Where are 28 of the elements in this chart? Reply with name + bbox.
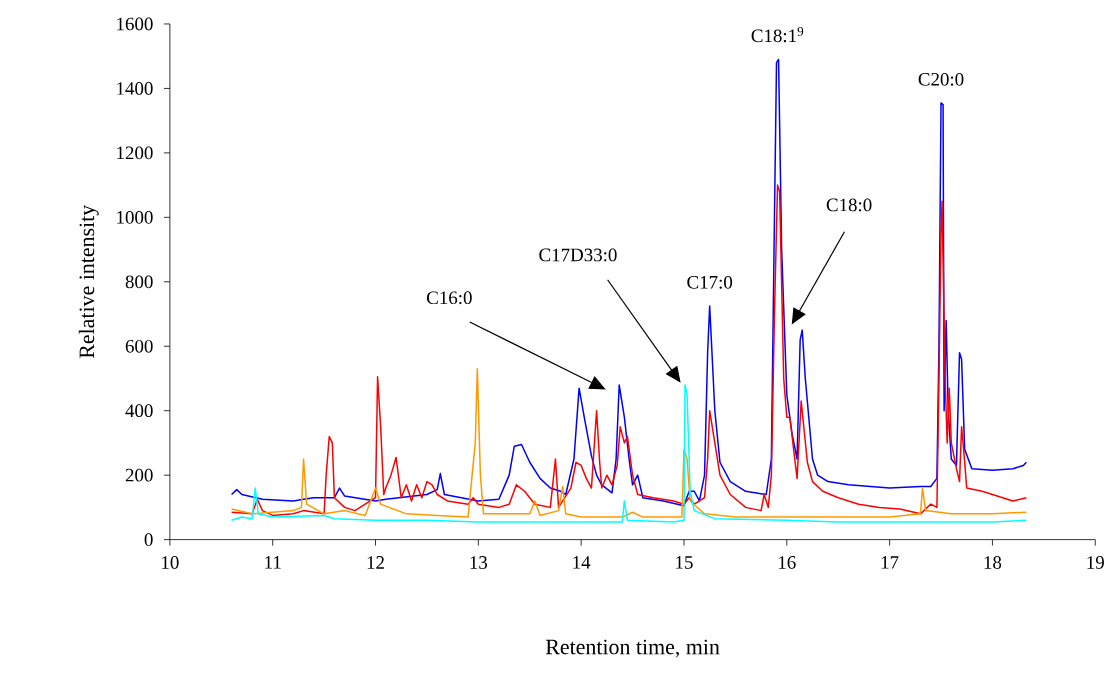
annotation: C16:0 (427, 291, 472, 305)
y-tick-label: 200 (125, 469, 153, 482)
annotation: C17:0 (687, 276, 733, 290)
x-tick-label: 17 (881, 556, 899, 569)
annotation: C17D33:0 (539, 248, 617, 262)
y-tick-label: 600 (125, 340, 153, 353)
x-tick-label: 18 (984, 556, 1002, 570)
x-tick-label: 16 (778, 556, 796, 570)
x-tick-label: 10 (162, 556, 179, 570)
x-tick-label: 15 (676, 556, 693, 570)
y-tick-label: 1400 (117, 82, 153, 96)
x-axis-title: Retention time, min (545, 639, 720, 658)
annotation: C18:1$^{9}$ (751, 27, 804, 43)
x-tick-label: 11 (265, 556, 281, 569)
y-tick-label: 0 (144, 533, 153, 547)
y-tick-label: 800 (125, 275, 153, 289)
annotation: C20:0 (918, 73, 964, 86)
x-tick-label: 14 (573, 556, 591, 569)
y-tick-label: 400 (125, 404, 153, 418)
y-tick-label: 1200 (117, 146, 153, 160)
y-axis-title: Relative intensity (78, 205, 99, 359)
x-tick-label: 19 (1087, 556, 1104, 570)
annotation: C18:0 (826, 198, 872, 212)
x-tick-label: 13 (470, 556, 488, 570)
x-tick-label: 12 (367, 556, 384, 569)
y-tick-label: 1600 (117, 17, 153, 31)
y-tick-label: 1000 (117, 211, 153, 224)
line-series (230, 58, 1028, 507)
